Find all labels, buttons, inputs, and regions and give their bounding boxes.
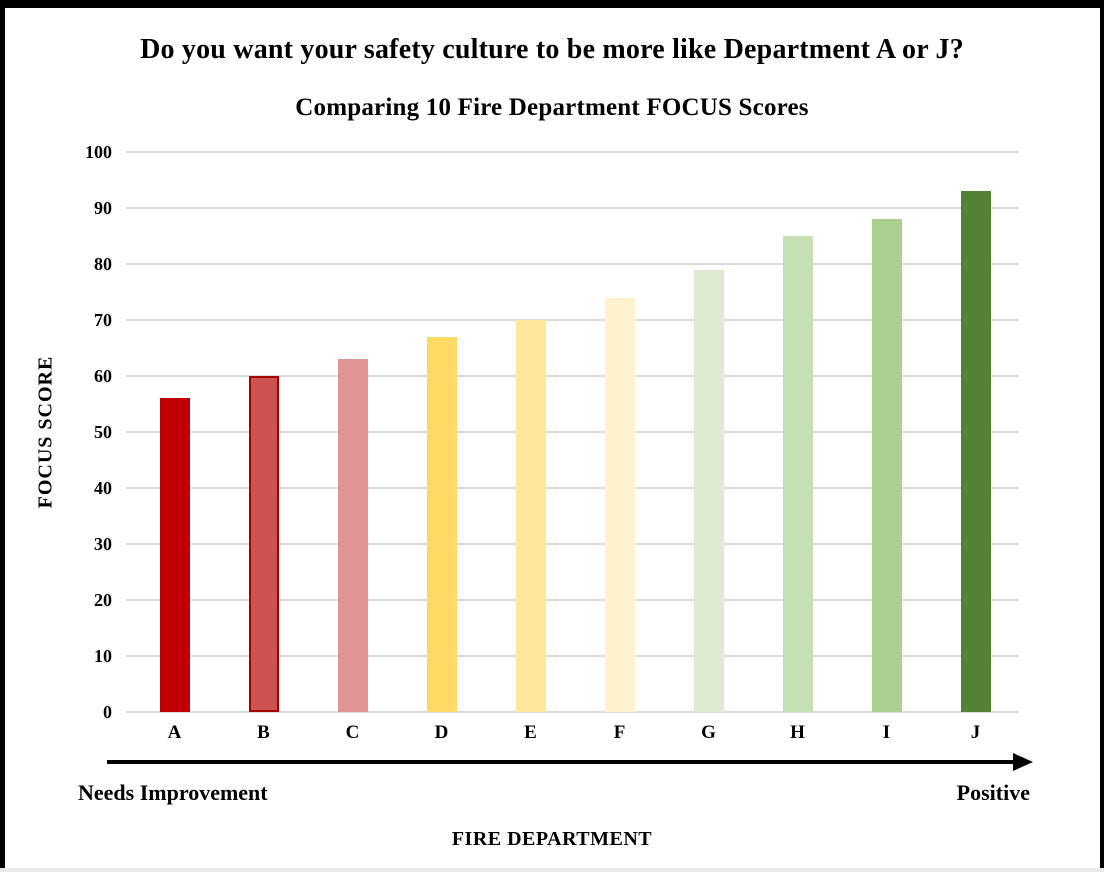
gridline-0 bbox=[126, 711, 1019, 713]
x-category-label-B: B bbox=[257, 722, 270, 743]
x-category-label-G: G bbox=[701, 722, 716, 743]
y-tick-label-20: 20 bbox=[94, 590, 112, 610]
y-tick-label-30: 30 bbox=[94, 534, 112, 554]
frame-border-left bbox=[0, 0, 5, 872]
needs-improvement-label: Needs Improvement bbox=[78, 780, 268, 805]
bar-I bbox=[871, 219, 902, 712]
frame-border-top bbox=[0, 0, 1104, 8]
gridline-10 bbox=[126, 655, 1019, 657]
question-title: Do you want your safety culture to be mo… bbox=[140, 34, 964, 65]
bar-F bbox=[604, 297, 635, 712]
gridline-90 bbox=[126, 207, 1019, 209]
gridline-50 bbox=[126, 431, 1019, 433]
y-tick-label-90: 90 bbox=[94, 198, 112, 218]
gridline-40 bbox=[126, 487, 1019, 489]
positive-label: Positive bbox=[956, 780, 1030, 805]
gridline-70 bbox=[126, 319, 1019, 321]
y-tick-label-70: 70 bbox=[94, 310, 112, 330]
y-tick-label-60: 60 bbox=[94, 366, 112, 386]
frame-border-right bbox=[1100, 0, 1104, 872]
y-tick-label-50: 50 bbox=[94, 422, 112, 442]
gridline-30 bbox=[126, 543, 1019, 545]
gridline-100 bbox=[126, 151, 1019, 153]
x-category-label-F: F bbox=[613, 722, 626, 743]
bar-D bbox=[426, 336, 457, 712]
gridline-20 bbox=[126, 599, 1019, 601]
y-tick-label-40: 40 bbox=[94, 478, 112, 498]
bar-B bbox=[248, 376, 279, 712]
arrow-right-icon bbox=[1013, 753, 1033, 771]
gridline-80 bbox=[126, 263, 1019, 265]
x-category-label-H: H bbox=[790, 722, 805, 743]
x-category-label-E: E bbox=[524, 722, 537, 743]
bar-E bbox=[515, 320, 546, 712]
bar-A bbox=[159, 398, 190, 712]
x-category-label-C: C bbox=[345, 722, 360, 743]
bar-G bbox=[693, 269, 724, 712]
x-category-label-A: A bbox=[167, 722, 182, 743]
plot-area bbox=[126, 151, 1019, 713]
x-category-label-J: J bbox=[970, 722, 981, 743]
bar-J bbox=[960, 191, 991, 712]
x-axis-arrow-line bbox=[107, 760, 1015, 764]
frame-border-bottom bbox=[0, 868, 1104, 872]
y-tick-label-10: 10 bbox=[94, 646, 112, 666]
y-tick-label-0: 0 bbox=[103, 702, 112, 722]
y-tick-label-100: 100 bbox=[85, 142, 112, 162]
bar-C bbox=[337, 359, 368, 712]
x-axis-title: FIRE DEPARTMENT bbox=[451, 828, 653, 850]
y-tick-label-80: 80 bbox=[94, 254, 112, 274]
x-category-label-D: D bbox=[434, 722, 449, 743]
chart-title: Comparing 10 Fire Department FOCUS Score… bbox=[295, 94, 809, 121]
bar-H bbox=[782, 236, 813, 712]
x-category-label-I: I bbox=[882, 722, 891, 743]
gridline-60 bbox=[126, 375, 1019, 377]
